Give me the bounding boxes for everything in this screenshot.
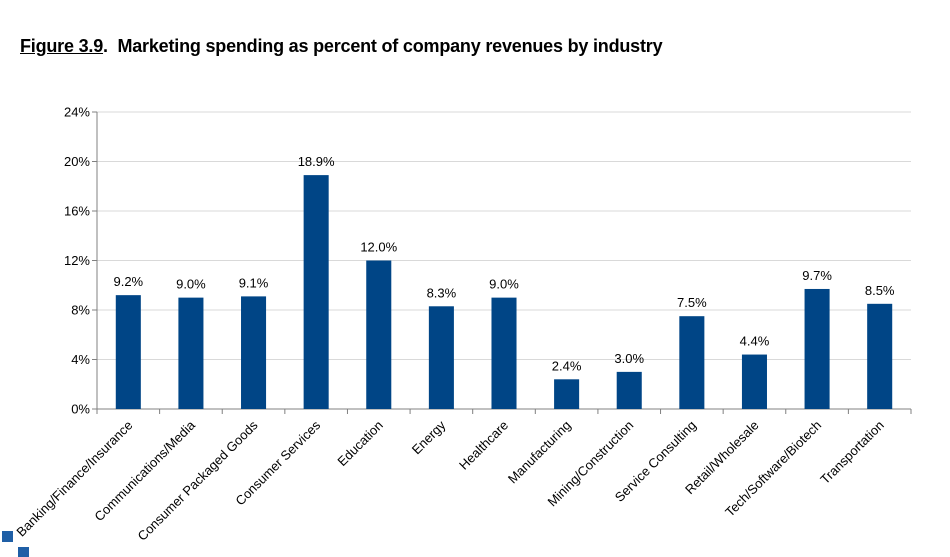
bar	[366, 260, 392, 409]
y-tick-label: 8%	[71, 303, 90, 318]
category-label: Energy	[409, 417, 449, 457]
bar	[679, 316, 705, 409]
data-label: 8.5%	[865, 283, 895, 298]
category-label: Education	[334, 418, 385, 469]
category-label: Transportation	[817, 418, 887, 488]
data-label: 3.0%	[614, 351, 644, 366]
bar	[616, 371, 642, 409]
category-label: Healthcare	[456, 418, 511, 473]
bar	[491, 297, 517, 409]
data-label: 9.7%	[802, 268, 832, 283]
y-tick-label: 0%	[71, 402, 90, 417]
figure-title: Figure 3.9. Marketing spending as percen…	[20, 36, 663, 57]
bar	[428, 306, 454, 409]
figure-caption: Marketing spending as percent of company…	[117, 36, 663, 56]
legend-marker	[2, 531, 13, 542]
category-label: Banking/Finance/Insurance	[13, 418, 135, 540]
data-label: 9.1%	[239, 275, 269, 290]
figure-number: Figure 3.9	[20, 36, 104, 56]
category-label: Manufacturing	[505, 418, 574, 487]
category-label: Consumer Packaged Goods	[135, 417, 261, 543]
bar	[554, 379, 580, 409]
bar	[867, 303, 893, 409]
data-label: 2.4%	[552, 358, 582, 373]
bar	[303, 175, 329, 409]
y-tick-label: 4%	[71, 352, 90, 367]
data-label: 12.0%	[360, 240, 397, 255]
bar	[804, 288, 830, 409]
bar	[241, 296, 267, 409]
bar	[115, 295, 141, 409]
y-tick-label: 24%	[64, 105, 90, 120]
data-label: 9.0%	[489, 277, 519, 292]
data-label: 7.5%	[677, 295, 707, 310]
category-labels: Banking/Finance/InsuranceCommunications/…	[13, 417, 886, 544]
bar	[741, 354, 767, 409]
category-label: Communications/Media	[91, 417, 198, 524]
bars	[115, 175, 893, 409]
y-tick-labels: 0% 4% 8% 12% 16% 20% 24%	[64, 105, 90, 417]
figure-number-period: .	[103, 36, 108, 56]
data-labels: 9.2% 9.0% 9.1% 18.9% 12.0% 8.3% 9.0% 2.4% 3.0% 7.…	[113, 154, 894, 373]
y-tick-label: 16%	[64, 204, 90, 219]
legend-marker	[18, 547, 29, 557]
data-label: 9.2%	[113, 274, 143, 289]
y-tick-label: 12%	[64, 253, 90, 268]
data-label: 9.0%	[176, 277, 206, 292]
data-label: 4.4%	[740, 334, 770, 349]
data-label: 18.9%	[298, 154, 335, 169]
bar	[178, 297, 204, 409]
y-tick-label: 20%	[64, 154, 90, 169]
data-label: 8.3%	[427, 285, 457, 300]
